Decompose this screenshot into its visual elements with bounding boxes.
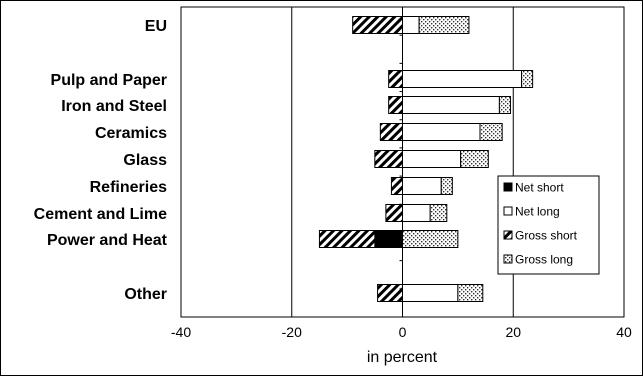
bar-gross-long [479, 123, 503, 141]
bar-net-long [402, 150, 462, 168]
category-label: Pulp and Paper [51, 72, 167, 89]
legend-box [497, 175, 600, 275]
x-axis-title: in percent [367, 349, 438, 366]
bar-gross-long [498, 96, 511, 114]
bar-net-long [402, 16, 420, 34]
bar-gross-short [374, 150, 403, 168]
category-label: Other [124, 286, 167, 303]
bar-gross-short [390, 177, 403, 195]
bar-gross-short [385, 204, 404, 222]
category-label: Glass [123, 152, 167, 169]
bar-gross-long [402, 230, 459, 248]
bar-net-long [402, 70, 523, 88]
legend-swatch [503, 230, 513, 240]
category-label: Refineries [90, 179, 167, 196]
category-label: EU [145, 18, 167, 35]
bar-gross-short [377, 284, 403, 302]
bar-net-long [402, 204, 431, 222]
bar-gross-short [379, 123, 404, 141]
legend-label: Net short [515, 181, 564, 195]
legend-swatch [503, 254, 513, 264]
bar-net-short [374, 230, 403, 248]
bar-net-long [402, 96, 500, 114]
category-label: Power and Heat [47, 232, 168, 249]
legend-label: Net long [515, 205, 560, 219]
x-tick-label: -40 [171, 324, 191, 340]
bar-gross-short [352, 16, 404, 34]
bar-gross-long [457, 284, 484, 302]
x-tick-label: 20 [505, 324, 521, 340]
legend-label: Gross long [515, 253, 573, 267]
legend-swatch [503, 206, 513, 216]
legend: Net short Net long Gross short Gross long [497, 175, 600, 275]
bar-gross-long [440, 177, 453, 195]
bar-gross-long [521, 70, 534, 88]
category-label: Cement and Lime [34, 206, 167, 223]
bar-layer [318, 16, 534, 302]
bar-gross-long [418, 16, 470, 34]
category-labels: EU Pulp and Paper Iron and Steel Ceramics Gl… [34, 18, 168, 303]
bar-net-long [402, 123, 481, 141]
x-tick-label: -20 [282, 324, 302, 340]
bar-gross-long [429, 204, 448, 222]
bar-net-long [402, 284, 459, 302]
x-tick-label: 40 [616, 324, 632, 340]
bar-gross-short [318, 230, 376, 248]
bar-gross-short [388, 70, 403, 88]
bar-gross-short [388, 96, 403, 114]
axis-layer: -40 -20 0 20 40 [171, 6, 632, 340]
bar-net-long [402, 177, 442, 195]
bar-gross-long [460, 150, 489, 168]
category-label: Ceramics [95, 125, 167, 142]
legend-label: Gross short [515, 229, 578, 243]
x-tick-label: 0 [399, 324, 407, 340]
category-label: Iron and Steel [61, 98, 167, 115]
legend-swatch [503, 182, 513, 192]
